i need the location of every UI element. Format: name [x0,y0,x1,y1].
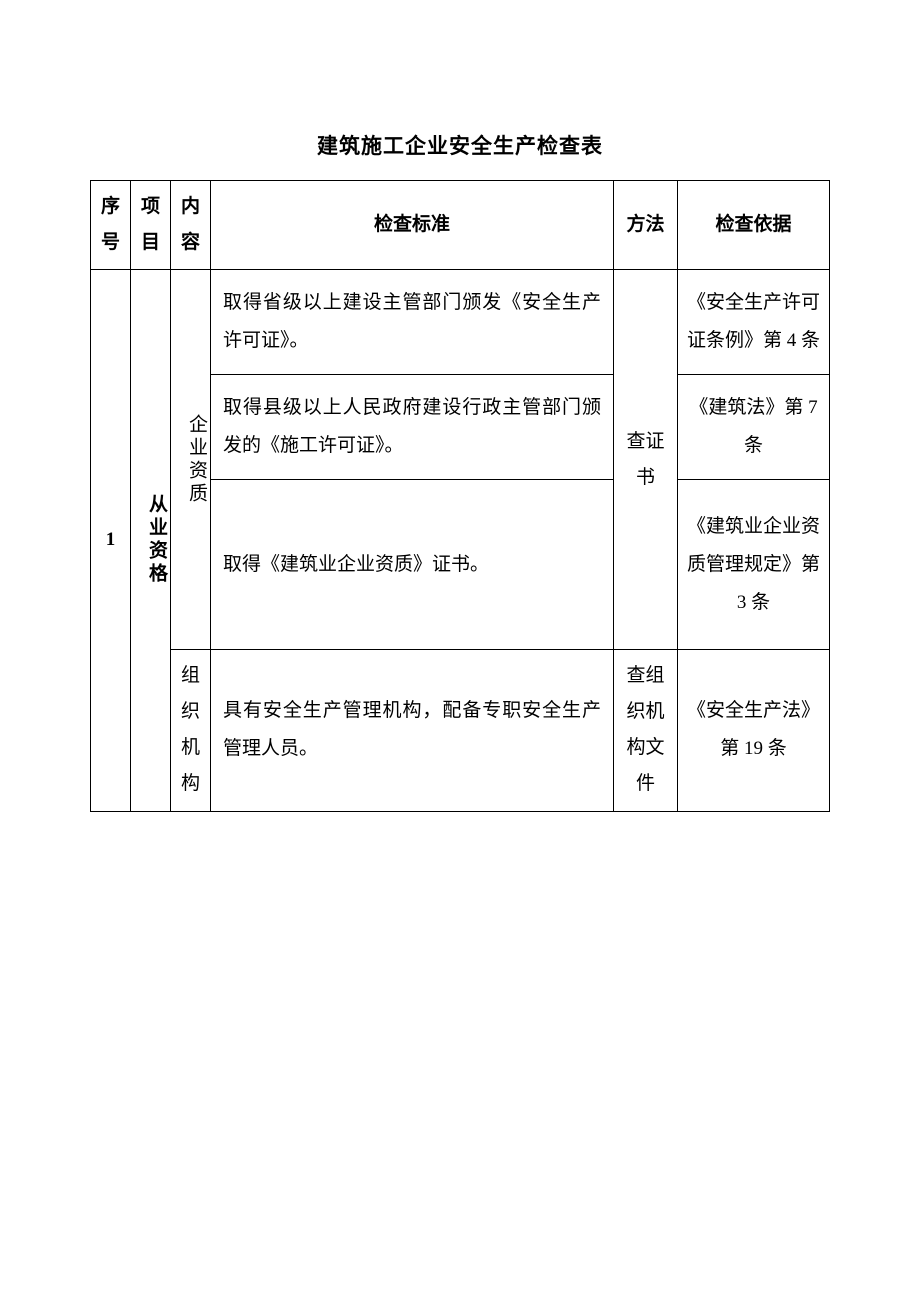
cell-standard-2: 取得县级以上人民政府建设行政主管部门颁发的《施工许可证》。 [211,375,614,480]
cell-proj: 从业资格 [131,270,171,811]
header-content: 内容 [171,181,211,270]
table-header-row: 序号 项目 内容 检查标准 方法 检查依据 [91,181,830,270]
page-title: 建筑施工企业安全生产检查表 [90,130,830,160]
cell-basis-4: 《安全生产法》第 19 条 [678,650,830,811]
inspection-table: 序号 项目 内容 检查标准 方法 检查依据 1 从业资格 企业资质 取得省级以上… [90,180,830,812]
header-seq: 序号 [91,181,131,270]
proj-label: 从业资格 [137,494,175,586]
cell-content-1: 企业资质 [171,270,211,650]
table-row: 1 从业资格 企业资质 取得省级以上建设主管部门颁发《安全生产许可证》。 查证书… [91,270,830,375]
cell-standard-3: 取得《建筑业企业资质》证书。 [211,480,614,650]
header-method: 方法 [614,181,678,270]
cell-basis-1: 《安全生产许可证条例》第 4 条 [678,270,830,375]
cell-standard-4: 具有安全生产管理机构，配备专职安全生产管理人员。 [211,650,614,811]
cell-basis-2: 《建筑法》第 7 条 [678,375,830,480]
cell-seq: 1 [91,270,131,811]
header-basis: 检查依据 [678,181,830,270]
cell-standard-1: 取得省级以上建设主管部门颁发《安全生产许可证》。 [211,270,614,375]
cell-method-2: 查组织机构文件 [614,650,678,811]
cell-basis-3: 《建筑业企业资质管理规定》第 3 条 [678,480,830,650]
content-1-label: 企业资质 [177,414,215,506]
header-standard: 检查标准 [211,181,614,270]
cell-method-1: 查证书 [614,270,678,650]
header-proj: 项目 [131,181,171,270]
table-row: 组织机构 具有安全生产管理机构，配备专职安全生产管理人员。 查组织机构文件 《安… [91,650,830,811]
cell-content-2: 组织机构 [171,650,211,811]
